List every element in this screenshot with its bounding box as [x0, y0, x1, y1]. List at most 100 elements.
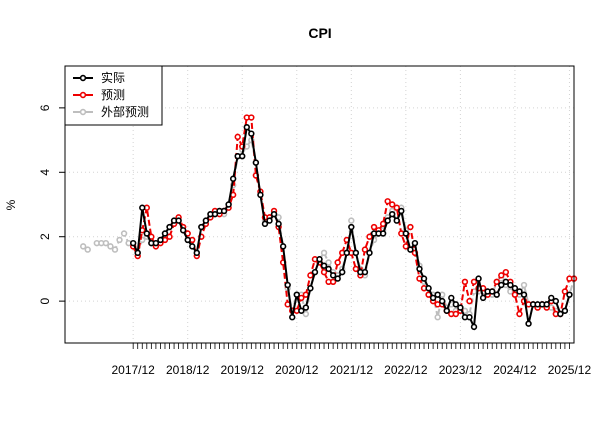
data-point-forecast [366, 233, 373, 240]
data-point-forecast [561, 288, 569, 295]
data-point-actual [393, 217, 400, 224]
data-point-forecast [361, 246, 369, 253]
data-point-forecast [407, 223, 414, 231]
data-point-forecast [466, 297, 473, 305]
data-point-actual [475, 275, 482, 282]
data-point-actual [266, 217, 273, 224]
data-point-actual [420, 275, 428, 282]
plot-border [64, 65, 575, 344]
data-point-actual [552, 297, 560, 305]
y-tick-label: 2 [38, 233, 52, 240]
data-point-external [120, 230, 128, 237]
data-point-actual [239, 152, 246, 160]
data-point-forecast [402, 243, 410, 250]
data-point-forecast [234, 133, 241, 141]
x-tick-label: 2024/12 [493, 363, 537, 377]
data-point-actual [193, 249, 200, 257]
data-point-actual [488, 288, 496, 295]
data-point-actual [261, 220, 269, 228]
data-point-forecast [329, 278, 337, 286]
data-point-forecast [166, 233, 173, 240]
data-point-actual [516, 288, 523, 295]
data-point-actual [498, 281, 505, 289]
data-point-actual [307, 285, 314, 292]
data-point-actual [298, 307, 305, 314]
data-point-external [84, 246, 91, 253]
series-layer [79, 114, 578, 331]
data-point-forecast [493, 278, 500, 286]
data-point-actual [502, 278, 510, 286]
data-point-external [116, 236, 123, 244]
data-point-actual [316, 256, 323, 263]
data-point-actual [329, 272, 337, 279]
data-point-external [79, 243, 87, 250]
data-point-forecast [248, 114, 255, 121]
data-point-external [302, 310, 310, 318]
data-point-actual [548, 294, 555, 302]
data-point-actual [339, 268, 346, 276]
data-point-forecast [393, 204, 400, 211]
data-point-forecast [511, 291, 519, 298]
y-tick-label: 4 [38, 169, 52, 176]
data-point-actual [229, 175, 237, 182]
data-point-forecast [379, 220, 387, 228]
data-point-actual [448, 294, 455, 302]
data-point-external [320, 249, 328, 257]
data-point-actual [129, 239, 137, 247]
data-point-forecast [370, 223, 378, 231]
x-tick-label: 2023/12 [439, 363, 483, 377]
data-point-actual [429, 294, 437, 302]
data-point-actual [289, 314, 296, 321]
data-point-actual [202, 217, 210, 224]
data-point-actual [348, 223, 355, 231]
data-point-forecast [498, 272, 505, 279]
data-point-actual [493, 291, 500, 298]
data-point-actual [379, 230, 387, 237]
data-point-actual [320, 262, 328, 269]
data-point-actual [311, 268, 319, 276]
x-tick-label: 2022/12 [384, 363, 428, 377]
x-tick-label: 2021/12 [330, 363, 374, 377]
data-point-actual [407, 246, 414, 253]
legend-label: 外部预测 [101, 104, 149, 119]
data-point-actual [520, 291, 528, 298]
data-point-actual [293, 291, 300, 298]
data-point-actual [389, 210, 396, 218]
data-point-actual [279, 243, 287, 250]
data-point-forecast [461, 278, 469, 286]
data-point-actual [402, 230, 410, 237]
data-point-actual [198, 223, 205, 231]
x-tick-label: 2018/12 [166, 363, 210, 377]
data-point-actual [284, 281, 291, 289]
data-point-actual [416, 265, 423, 273]
legend-swatch-marker [79, 91, 87, 99]
data-point-actual [179, 227, 187, 234]
legend-swatch-marker [79, 74, 87, 82]
data-point-actual [270, 210, 278, 218]
data-point-actual [157, 236, 164, 244]
data-point-external [434, 314, 441, 321]
data-point-actual [452, 301, 460, 308]
data-point-external [107, 243, 114, 250]
data-point-actual [366, 249, 373, 257]
data-point-actual [479, 294, 487, 302]
data-point-actual [566, 291, 573, 298]
data-point-forecast [320, 268, 328, 276]
data-point-external [325, 259, 332, 266]
data-point-actual [243, 123, 250, 131]
data-point-actual [525, 320, 532, 327]
data-point-actual [439, 297, 446, 305]
data-point-actual [175, 217, 182, 224]
data-point-forecast [384, 198, 391, 205]
data-point-actual [166, 223, 173, 231]
data-point-actual [470, 323, 478, 331]
data-point-external [520, 281, 528, 289]
data-point-external [111, 246, 119, 253]
data-point-actual [220, 207, 228, 215]
data-point-forecast [516, 310, 523, 318]
series-actual [129, 123, 573, 331]
data-point-external [102, 239, 110, 247]
data-point-actual [161, 230, 169, 237]
data-point-actual [425, 285, 432, 292]
